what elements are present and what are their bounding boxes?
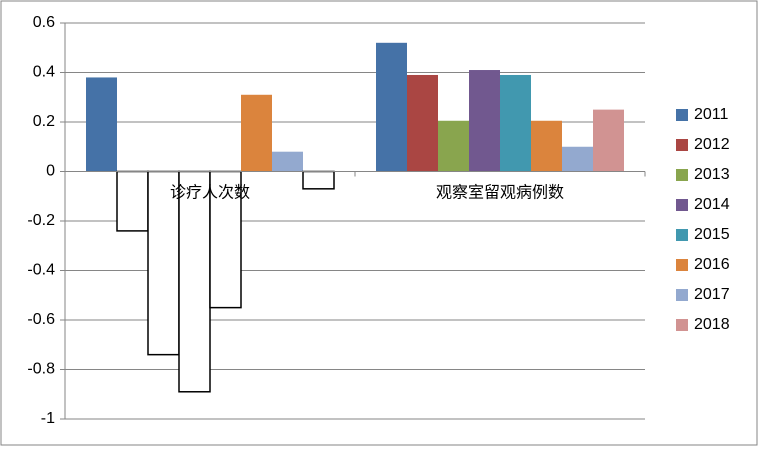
legend-swatch bbox=[676, 139, 688, 151]
bar bbox=[469, 70, 500, 172]
y-tick-label: -1 bbox=[41, 410, 55, 427]
bar bbox=[147, 170, 180, 356]
legend-swatch bbox=[676, 319, 688, 331]
bar bbox=[500, 74, 531, 172]
legend-swatch bbox=[676, 259, 688, 271]
legend-label: 2015 bbox=[694, 226, 730, 243]
bar bbox=[272, 151, 303, 172]
legend-swatch bbox=[676, 199, 688, 211]
bar bbox=[593, 109, 624, 172]
legend-swatch bbox=[676, 109, 688, 121]
y-tick-label: -0.4 bbox=[27, 262, 55, 279]
bar bbox=[302, 170, 335, 190]
bar bbox=[562, 146, 593, 172]
legend-swatch bbox=[676, 169, 688, 181]
legend-label: 2018 bbox=[694, 316, 730, 333]
y-tick-label: 0 bbox=[46, 163, 55, 180]
legend-label: 2016 bbox=[694, 256, 730, 273]
legend-label: 2013 bbox=[694, 166, 730, 183]
legend-label: 2012 bbox=[694, 136, 730, 153]
bar bbox=[438, 120, 469, 172]
bar bbox=[241, 94, 272, 172]
y-tick-label: -0.8 bbox=[27, 361, 55, 378]
bar bbox=[178, 170, 211, 393]
bar bbox=[376, 42, 407, 172]
y-tick-label: 0.4 bbox=[33, 64, 55, 81]
bar bbox=[407, 74, 438, 172]
bar bbox=[531, 120, 562, 172]
bar bbox=[116, 170, 149, 232]
y-tick-label: -0.2 bbox=[27, 212, 55, 229]
y-tick-label: -0.6 bbox=[27, 311, 55, 328]
legend-label: 2017 bbox=[694, 286, 730, 303]
legend-swatch bbox=[676, 229, 688, 241]
x-tick-label: 诊疗人次数 bbox=[170, 184, 250, 202]
legend-label: 2014 bbox=[694, 196, 730, 213]
bar bbox=[86, 77, 117, 172]
bar bbox=[209, 170, 242, 309]
y-tick-label: 0.6 bbox=[33, 14, 55, 31]
legend-swatch bbox=[676, 289, 688, 301]
legend-label: 2011 bbox=[694, 106, 729, 123]
y-tick-label: 0.2 bbox=[33, 113, 55, 130]
x-tick-label: 观察室留观病例数 bbox=[436, 184, 564, 202]
